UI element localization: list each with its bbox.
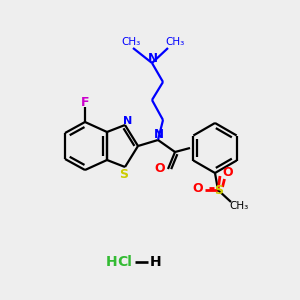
Text: Cl: Cl	[118, 255, 132, 269]
Text: F: F	[81, 95, 89, 109]
Text: O: O	[223, 166, 233, 178]
Text: N: N	[154, 128, 164, 140]
Text: O: O	[155, 163, 165, 176]
Text: CH₃: CH₃	[165, 37, 184, 47]
Text: S: S	[214, 184, 224, 196]
Text: H: H	[150, 255, 162, 269]
Text: CH₃: CH₃	[230, 201, 249, 211]
Text: CH₃: CH₃	[122, 37, 141, 47]
Text: H: H	[106, 255, 118, 269]
Text: S: S	[119, 167, 128, 181]
Text: N: N	[148, 52, 158, 65]
Text: N: N	[123, 116, 133, 126]
Text: O: O	[193, 182, 203, 194]
